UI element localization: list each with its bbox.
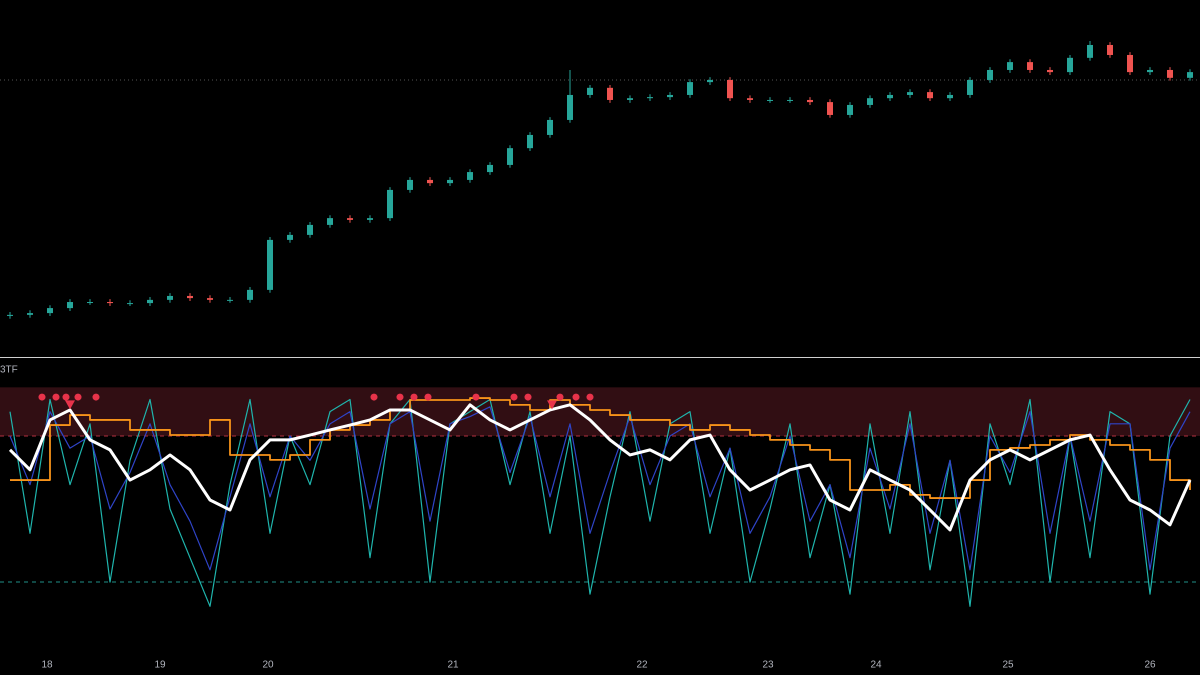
candle-body	[867, 98, 873, 105]
candle-body	[327, 218, 333, 225]
series-line	[8, 403, 1192, 532]
candle-body	[527, 134, 533, 149]
candle-body	[687, 82, 693, 95]
x-tick-label: 19	[154, 660, 166, 671]
candle-body	[667, 94, 673, 98]
x-tick-label: 22	[636, 660, 648, 671]
candle-body	[767, 99, 773, 101]
candle-body	[227, 299, 233, 301]
candle-body	[967, 79, 973, 95]
x-tick-label: 20	[262, 660, 274, 671]
candle-body	[887, 94, 893, 99]
candle-body	[47, 308, 53, 314]
x-tick-label: 24	[870, 660, 882, 671]
candle-body	[87, 302, 93, 304]
candle-body	[1027, 62, 1033, 70]
x-tick-label: 21	[447, 660, 459, 671]
candle-body	[567, 94, 573, 120]
candle-body	[907, 92, 913, 95]
candle-body	[427, 179, 433, 184]
signal-dot	[586, 393, 594, 401]
candle-body	[127, 303, 133, 305]
candle-body	[747, 98, 753, 100]
candle-body	[627, 98, 633, 100]
candle-body	[1047, 69, 1053, 73]
candle-body	[507, 148, 513, 165]
candle-body	[787, 99, 793, 101]
candle-body	[607, 87, 613, 100]
series-line	[9, 398, 1191, 607]
signal-dot	[52, 393, 60, 401]
candle-body	[1067, 57, 1073, 73]
candle-body	[347, 218, 353, 220]
signal-dot	[92, 393, 100, 401]
signal-dot	[524, 393, 532, 401]
candle-body	[1127, 54, 1133, 73]
candle-body	[647, 97, 653, 99]
candle-body	[207, 298, 213, 300]
candle-body	[187, 295, 193, 299]
signal-dot	[410, 393, 418, 401]
signal-dot	[424, 393, 432, 401]
signal-dot	[510, 393, 518, 401]
candle-body	[827, 102, 833, 115]
candle-body	[67, 302, 73, 309]
x-tick-label: 25	[1002, 660, 1014, 671]
candle-body	[287, 234, 293, 240]
signal-dot	[556, 393, 564, 401]
x-tick-label: 26	[1144, 660, 1156, 671]
candle-body	[1187, 72, 1193, 78]
series-line	[10, 397, 1191, 499]
candle-body	[707, 79, 713, 83]
plot	[0, 41, 1200, 607]
signal-dot	[572, 393, 580, 401]
candle-body	[987, 69, 993, 80]
candle-body	[1007, 62, 1013, 70]
candle-body	[1167, 69, 1173, 78]
candle-body	[727, 79, 733, 99]
candle-body	[387, 189, 393, 219]
indicator-title: 3TF	[0, 365, 18, 376]
candle-body	[927, 92, 933, 99]
candle-body	[167, 295, 173, 300]
candle-body	[487, 164, 493, 173]
candle-body	[587, 87, 593, 95]
candle-body	[847, 104, 853, 115]
sell-marker	[65, 400, 75, 410]
candle-body	[467, 172, 473, 180]
candle-body	[547, 119, 553, 135]
candle-body	[407, 179, 413, 190]
candle-body	[447, 179, 453, 184]
x-tick-label: 23	[762, 660, 774, 671]
candle-body	[367, 218, 373, 220]
signal-dot	[38, 393, 46, 401]
x-tick-label: 18	[41, 660, 53, 671]
signal-dot	[370, 393, 378, 401]
candle-body	[1087, 44, 1093, 58]
signal-dot	[74, 393, 82, 401]
candle-body	[267, 239, 273, 290]
signal-dot	[396, 393, 404, 401]
signal-dot	[62, 393, 70, 401]
signal-dot	[472, 393, 480, 401]
sell-marker	[547, 400, 557, 410]
candle-body	[27, 313, 33, 315]
candle-body	[247, 289, 253, 300]
series-line	[9, 406, 1191, 571]
candle-body	[1147, 69, 1153, 73]
candle-body	[107, 302, 113, 304]
candle-body	[1107, 44, 1113, 55]
candle-body	[147, 299, 153, 304]
candle-body	[7, 314, 13, 316]
candle-body	[807, 99, 813, 103]
candle-body	[947, 94, 953, 99]
candle-body	[307, 224, 313, 235]
